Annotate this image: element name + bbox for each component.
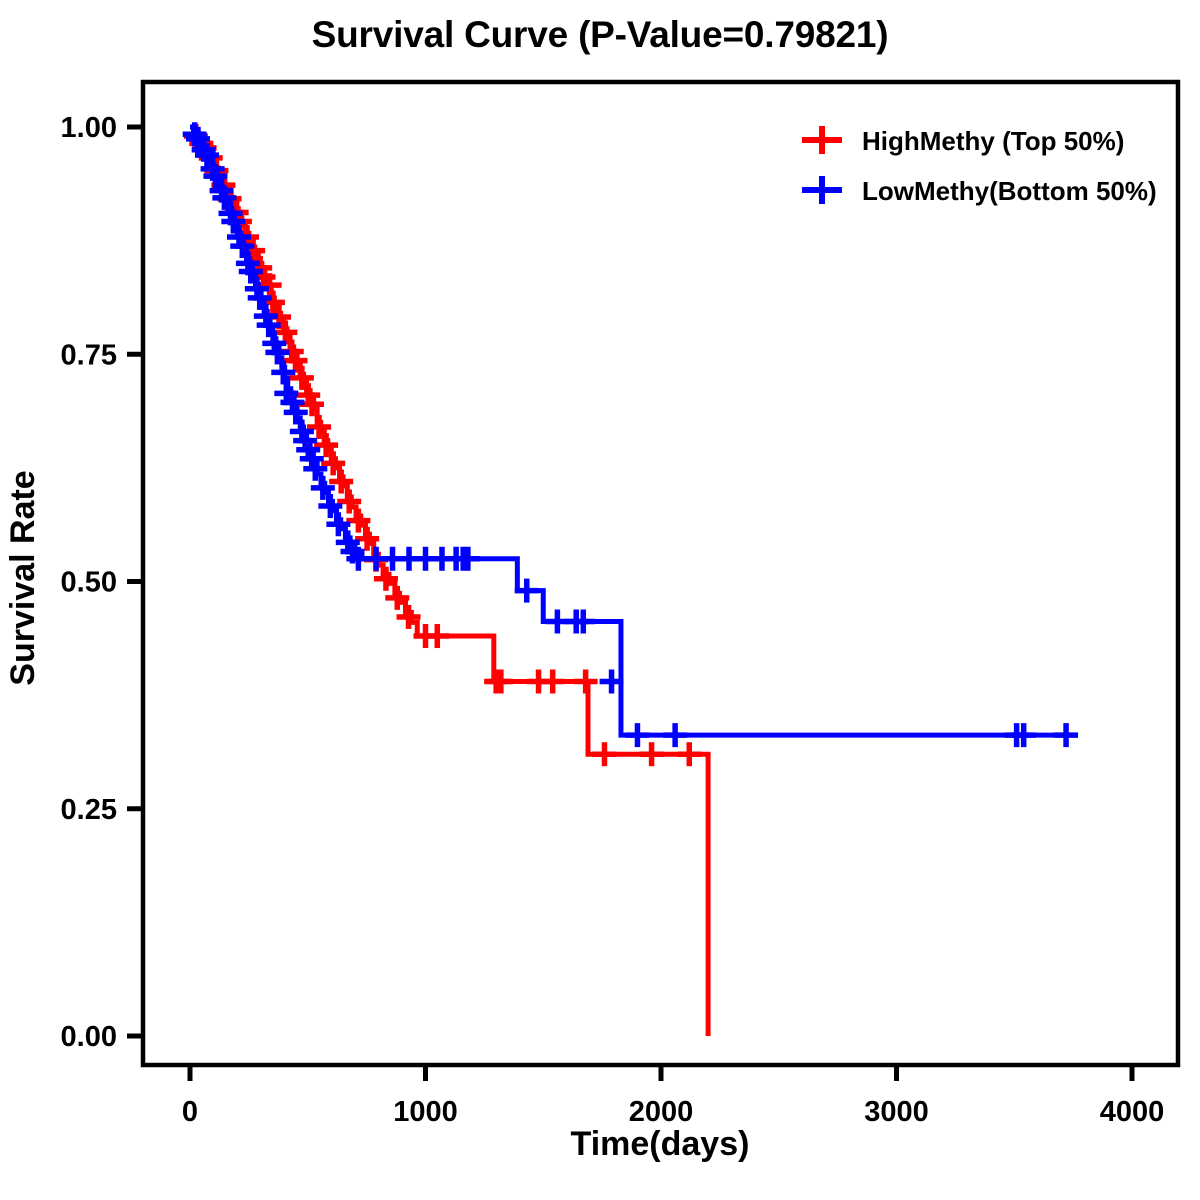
y-tick-label: 0.75 bbox=[61, 339, 117, 371]
series-container bbox=[182, 122, 1079, 1036]
x-tick-label: 0 bbox=[182, 1096, 198, 1128]
survival-series-low bbox=[182, 122, 1079, 748]
legend-item-lowmethy[interactable]: LowMethy(Bottom 50%) bbox=[802, 176, 1157, 206]
plot-frame bbox=[140, 79, 1181, 1068]
y-tick-label: 1.00 bbox=[61, 112, 117, 144]
y-tick-label: 0.00 bbox=[61, 1021, 117, 1053]
survival-series-high bbox=[183, 124, 711, 1036]
y-axis-ticks: 0.00 0.25 0.50 0.75 1.00 bbox=[61, 112, 143, 1053]
legend-item-highmethy[interactable]: HighMethy (Top 50%) bbox=[802, 126, 1124, 156]
legend-label: LowMethy(Bottom 50%) bbox=[862, 176, 1157, 206]
x-tick-label: 3000 bbox=[864, 1096, 929, 1128]
x-tick-label: 4000 bbox=[1100, 1096, 1165, 1128]
x-tick-label: 2000 bbox=[629, 1096, 694, 1128]
x-tick-label: 1000 bbox=[393, 1096, 458, 1128]
page-title: Survival Curve (P-Value=0.79821) bbox=[311, 14, 889, 55]
survival-step-line bbox=[190, 124, 711, 1036]
x-axis-title: Time(days) bbox=[571, 1125, 750, 1163]
y-axis-title: Survival Rate bbox=[4, 470, 42, 685]
y-tick-label: 0.50 bbox=[61, 567, 117, 599]
legend-label: HighMethy (Top 50%) bbox=[862, 126, 1124, 156]
chart-legend[interactable]: HighMethy (Top 50%) LowMethy(Bottom 50%) bbox=[802, 126, 1157, 206]
x-axis-ticks: 0 1000 2000 3000 4000 bbox=[182, 1065, 1164, 1128]
y-tick-label: 0.25 bbox=[61, 794, 117, 826]
